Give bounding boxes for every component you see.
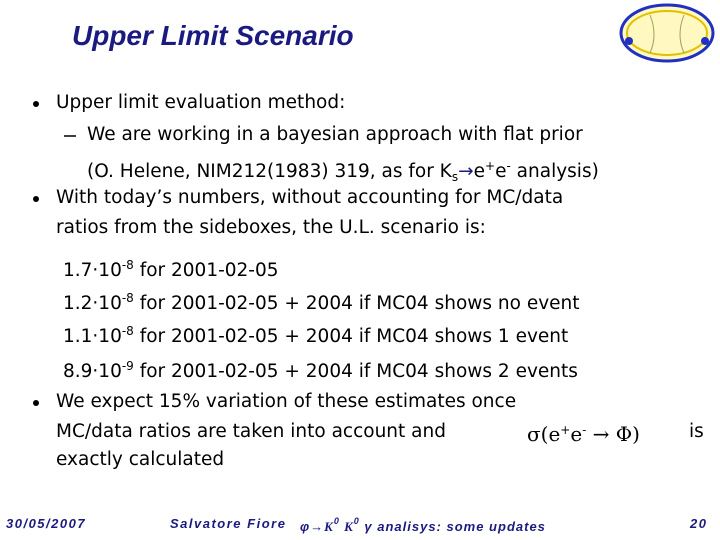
title: Upper Limit Scenario — [72, 20, 354, 51]
superscript: 0 — [353, 516, 360, 526]
bullet-text: is — [689, 421, 704, 442]
superscript: + — [560, 423, 571, 437]
text: for 2001-02-05 + 2004 if MC04 shows no e… — [133, 293, 580, 314]
footer-date: 30/05/2007 — [6, 516, 87, 531]
text: σ(e — [527, 422, 561, 446]
superscript: 0 — [333, 516, 340, 526]
exponent: -8 — [121, 324, 134, 338]
exponent: -8 — [121, 291, 134, 305]
mantissa: 8.9·10 — [63, 361, 122, 382]
page-number: 20 — [690, 516, 708, 531]
arrow: → — [458, 161, 474, 182]
text: e — [495, 161, 507, 182]
text: e — [473, 161, 485, 182]
bullet-text: exactly calculated — [56, 449, 225, 470]
footer-topic: φ→K0 K0 γ analisys: some updates — [300, 516, 546, 535]
bullet-text: ratios from the sideboxes, the U.L. scen… — [56, 217, 486, 238]
subscript: s — [451, 170, 459, 184]
bullet-text: Upper limit evaluation method: — [56, 92, 346, 113]
scenario: 1.2·10-8 for 2001-02-05 + 2004 if MC04 s… — [63, 287, 580, 315]
text: γ analisys: some updates — [359, 519, 546, 534]
scenario: 8.9·10-9 for 2001-02-05 + 2004 if MC04 s… — [63, 355, 578, 383]
scenario: 1.1·10-8 for 2001-02-05 + 2004 if MC04 s… — [63, 320, 568, 348]
text: K — [339, 519, 354, 534]
formula: σ(e+e- → Φ) — [527, 419, 640, 445]
text: φ — [300, 519, 311, 534]
bullet-markers — [33, 101, 39, 406]
mantissa: 1.1·10 — [63, 326, 122, 347]
superscript: - — [506, 159, 511, 173]
footer-author: Salvatore Fiore — [170, 516, 287, 531]
arrow: → — [310, 519, 325, 534]
exponent: -8 — [121, 258, 134, 272]
superscript: + — [485, 159, 496, 173]
bullet-text: With today’s numbers, without accounting… — [56, 187, 564, 208]
text: e — [570, 422, 583, 446]
logo — [619, 3, 715, 63]
bullet-text: We expect 15% variation of these estimat… — [56, 391, 517, 412]
mantissa: 1.2·10 — [63, 293, 122, 314]
text: for 2001-02-05 + 2004 if MC04 shows 1 ev… — [133, 326, 569, 347]
text: for 2001-02-05 — [133, 260, 279, 281]
sub-bullet-text: (O. Helene, NIM212(1983) 319, as for Ks→… — [87, 155, 599, 188]
text: (O. Helene, NIM212(1983) 319, as for K — [87, 161, 452, 182]
text: → Φ) — [586, 422, 640, 446]
text: for 2001-02-05 + 2004 if MC04 shows 2 ev… — [133, 361, 578, 382]
text: K — [324, 519, 334, 534]
sub-bullet-text: We are working in a bayesian approach wi… — [87, 124, 583, 145]
text: analysis) — [510, 161, 599, 182]
scenario: 1.7·10-8 for 2001-02-05 — [63, 254, 279, 282]
exponent: -9 — [121, 359, 134, 373]
superscript: - — [582, 423, 587, 437]
bullet-text: MC/data ratios are taken into account an… — [56, 421, 446, 442]
mantissa: 1.7·10 — [63, 260, 122, 281]
